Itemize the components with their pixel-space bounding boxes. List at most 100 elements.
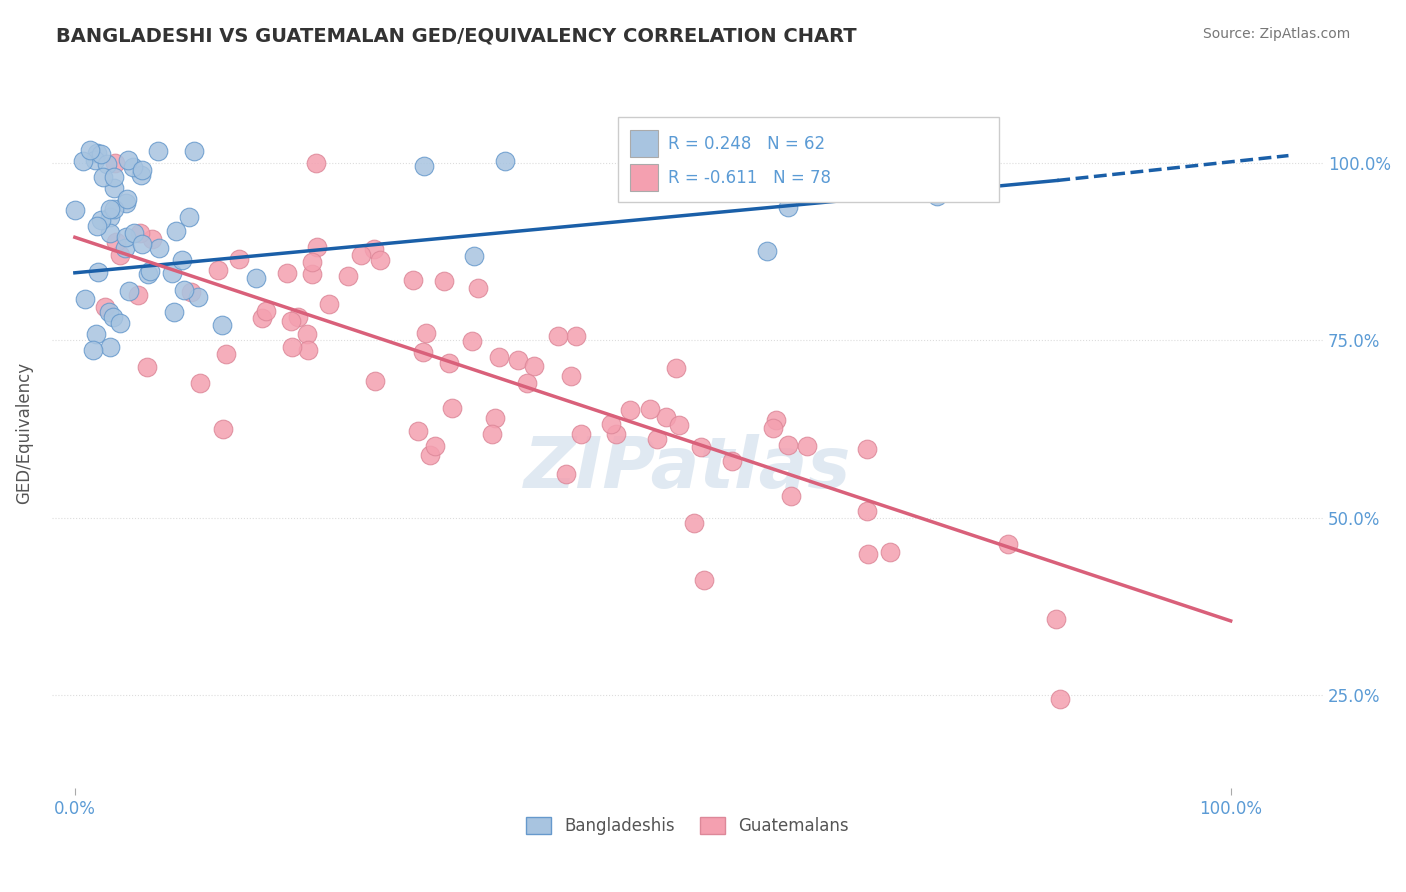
Text: BANGLADESHI VS GUATEMALAN GED/EQUIVALENCY CORRELATION CHART: BANGLADESHI VS GUATEMALAN GED/EQUIVALENC… [56,27,856,45]
Text: R = -0.611   N = 78: R = -0.611 N = 78 [668,169,831,186]
Point [506,353,529,368]
Point [368,252,391,267]
Point [124,227,146,241]
Point [129,226,152,240]
Point [437,356,460,370]
Point [211,318,233,333]
Point [228,252,250,266]
Point [640,401,662,416]
Point [75,292,97,306]
Point [997,537,1019,551]
Point [131,236,153,251]
Point [245,271,267,285]
Point [83,153,105,167]
Y-axis label: GED/Equivalency: GED/Equivalency [15,361,32,504]
Point [1045,612,1067,626]
Point [104,235,127,249]
Point [108,316,131,330]
Point [305,155,328,169]
Point [117,153,139,167]
Point [1049,691,1071,706]
Point [136,359,159,374]
Point [619,403,641,417]
Point [682,516,704,530]
Point [91,169,114,184]
Point [104,155,127,169]
Point [879,544,901,558]
Point [782,169,804,184]
Point [108,248,131,262]
Point [488,351,510,365]
Point [336,269,359,284]
Point [363,242,385,256]
Point [565,328,588,343]
Point [856,547,879,561]
Point [114,241,136,255]
Point [856,504,879,518]
Point [98,227,121,241]
Point [778,200,800,214]
Point [98,202,121,216]
Point [295,326,318,341]
Point [162,266,184,280]
Point [406,424,429,438]
Point [755,244,778,259]
Point [250,310,273,325]
Point [301,268,323,282]
Point [318,297,340,311]
Text: ZIPatlas: ZIPatlas [524,434,851,503]
Point [655,410,678,425]
Point [165,224,187,238]
Point [254,303,277,318]
Point [179,211,201,225]
Legend: Bangladeshis, Guatemalans: Bangladeshis, Guatemalans [517,809,858,844]
Point [599,417,621,431]
FancyBboxPatch shape [630,164,658,191]
Point [103,202,125,216]
Point [280,314,302,328]
Point [946,128,969,143]
Point [98,305,121,319]
Point [856,442,879,457]
Point [148,241,170,255]
Point [761,420,783,434]
Point [96,157,118,171]
Point [668,418,690,433]
Point [412,345,434,359]
Point [481,427,503,442]
Point [494,154,516,169]
Point [461,334,484,348]
Point [141,231,163,245]
Point [413,159,436,173]
FancyBboxPatch shape [617,117,998,202]
Point [79,143,101,157]
Point [72,154,94,169]
Point [90,213,112,227]
Point [419,448,441,462]
Point [65,202,87,217]
Point [84,326,107,341]
Point [276,266,298,280]
Point [693,573,716,587]
Point [813,157,835,171]
Point [523,359,546,374]
FancyBboxPatch shape [630,130,658,157]
Point [115,192,138,206]
Point [605,427,627,442]
Point [87,265,110,279]
Point [569,426,592,441]
Text: R = 0.248   N = 62: R = 0.248 N = 62 [668,135,825,153]
Point [188,376,211,391]
Point [98,210,121,224]
Point [94,301,117,315]
Point [689,441,711,455]
Point [516,376,538,390]
Point [957,128,980,143]
Point [467,281,489,295]
Point [560,369,582,384]
Point [645,432,668,446]
Point [90,146,112,161]
Point [173,283,195,297]
Point [350,248,373,262]
Point [554,467,576,481]
